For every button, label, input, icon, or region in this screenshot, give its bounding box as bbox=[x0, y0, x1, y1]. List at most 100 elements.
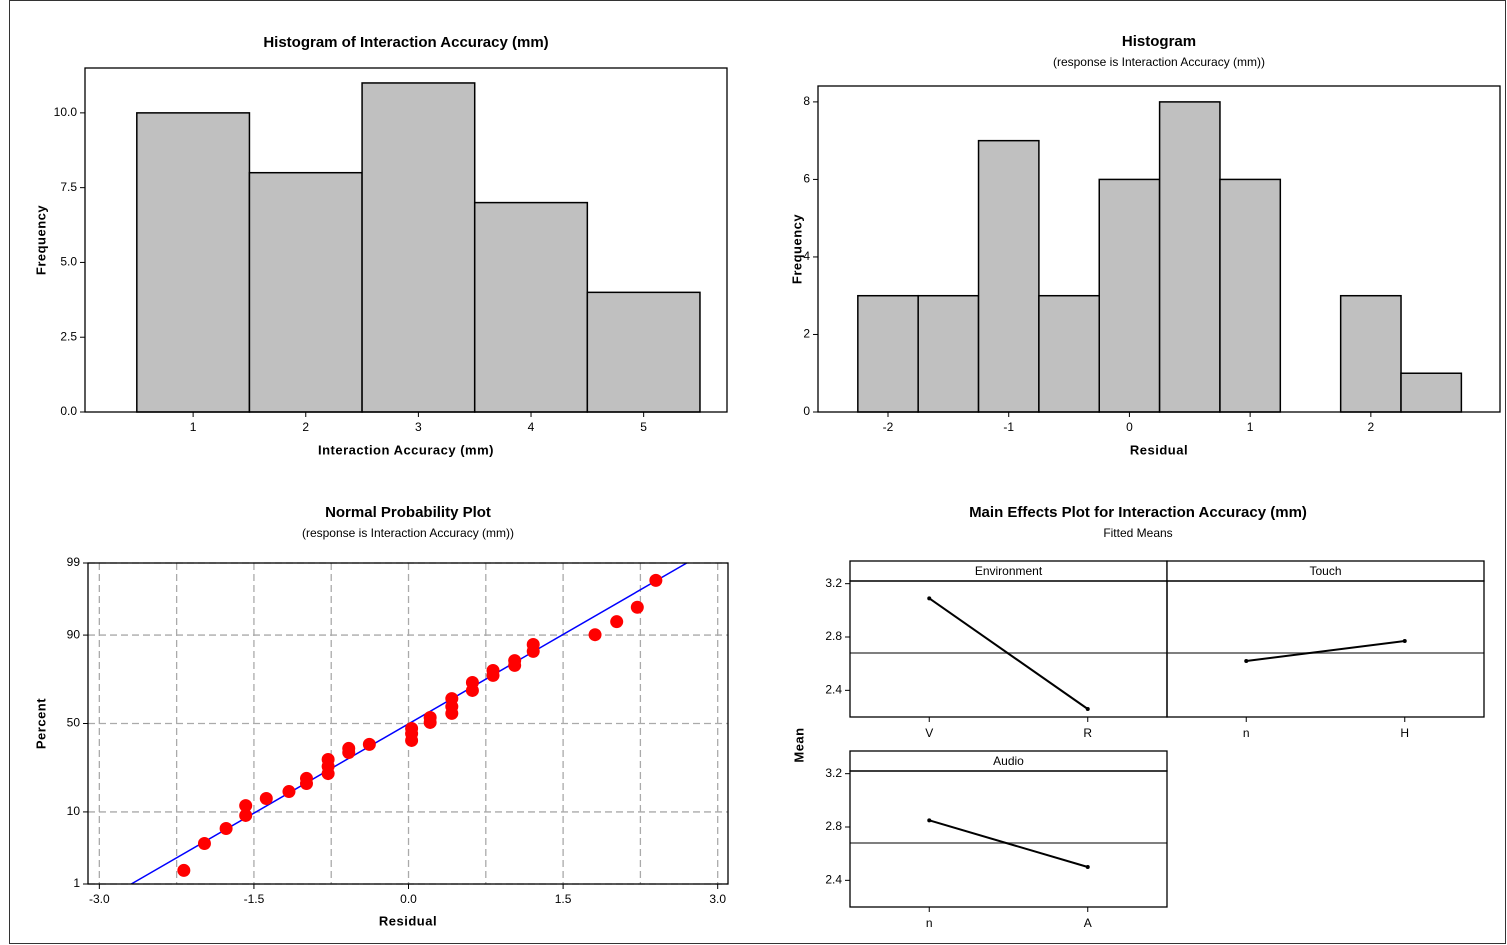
point bbox=[299, 771, 313, 785]
chart-subtitle: (response is Interaction Accuracy (mm)) bbox=[1053, 55, 1265, 69]
y-tick-label: 2 bbox=[803, 327, 810, 341]
point bbox=[508, 654, 522, 668]
point bbox=[219, 822, 233, 836]
effect-point bbox=[927, 818, 932, 823]
x-tick-label: n bbox=[1243, 726, 1250, 740]
plot-frame bbox=[817, 85, 1501, 413]
x-tick-label: 3 bbox=[415, 420, 422, 434]
panel-frame bbox=[849, 770, 1168, 908]
point bbox=[486, 663, 500, 677]
point bbox=[259, 792, 273, 806]
y-tick-label: 6 bbox=[803, 172, 810, 186]
effect-line bbox=[928, 597, 1089, 710]
x-tick-label: -1.5 bbox=[244, 892, 265, 906]
point bbox=[588, 628, 602, 642]
point bbox=[362, 737, 376, 751]
point bbox=[630, 600, 644, 614]
y-tick-label: 1 bbox=[73, 876, 80, 890]
x-axis-label: Residual bbox=[379, 913, 437, 928]
effect-point bbox=[1402, 639, 1407, 643]
y-tick-label: 3.2 bbox=[825, 576, 842, 590]
frame bbox=[9, 0, 1506, 944]
bar bbox=[473, 201, 589, 413]
plot-frame bbox=[84, 67, 728, 413]
panel-title: Touch bbox=[1309, 564, 1341, 578]
point bbox=[465, 675, 479, 689]
x-axis-label: Interaction Accuracy (mm) bbox=[318, 442, 494, 457]
point bbox=[445, 692, 459, 706]
y-tick-label: 0.0 bbox=[60, 404, 77, 418]
bar bbox=[1038, 294, 1100, 413]
plot-frame bbox=[87, 562, 729, 885]
effect-point bbox=[1085, 865, 1090, 869]
effect-point bbox=[1244, 659, 1249, 663]
point bbox=[321, 752, 335, 766]
point bbox=[239, 808, 253, 822]
point bbox=[649, 573, 663, 587]
point bbox=[342, 741, 356, 755]
y-axis-label: Percent bbox=[33, 698, 48, 749]
y-tick-label: 7.5 bbox=[60, 180, 77, 194]
chart-title: Main Effects Plot for Interaction Accura… bbox=[969, 504, 1307, 521]
point bbox=[177, 863, 191, 877]
y-axis-label: Frequency bbox=[789, 214, 804, 285]
y-tick-label: 4 bbox=[803, 249, 810, 263]
bar bbox=[857, 294, 919, 413]
x-tick-label: 2 bbox=[302, 420, 309, 434]
y-tick-label: 8 bbox=[803, 94, 810, 108]
bar bbox=[1158, 101, 1221, 413]
x-tick-label: H bbox=[1400, 726, 1409, 740]
y-tick-label: 10.0 bbox=[54, 105, 78, 119]
y-tick-label: 2.4 bbox=[825, 873, 842, 887]
x-tick-label: 3.0 bbox=[709, 892, 726, 906]
chart-title: Histogram of Interaction Accuracy (mm) bbox=[263, 34, 548, 51]
bar bbox=[361, 82, 476, 413]
y-tick-label: 99 bbox=[67, 555, 81, 569]
bar bbox=[917, 294, 980, 413]
point bbox=[423, 710, 437, 724]
x-tick-label: -3.0 bbox=[89, 892, 110, 906]
effect-line bbox=[1246, 640, 1405, 662]
point bbox=[526, 637, 540, 651]
x-tick-label: 4 bbox=[528, 420, 535, 434]
chart-title: Normal Probability Plot bbox=[325, 504, 491, 521]
x-axis-label: Residual bbox=[1130, 442, 1188, 457]
x-tick-label: -1 bbox=[1003, 420, 1014, 434]
point bbox=[282, 785, 296, 799]
y-tick-label: 5.0 bbox=[60, 255, 77, 269]
bar bbox=[1339, 294, 1402, 413]
y-tick-label: 50 bbox=[67, 716, 81, 730]
bar bbox=[1098, 178, 1161, 413]
bar bbox=[1400, 372, 1463, 413]
panel-title: Environment bbox=[975, 564, 1043, 578]
y-tick-label: 10 bbox=[67, 804, 81, 818]
x-tick-label: 5 bbox=[640, 420, 647, 434]
x-tick-label: 1.5 bbox=[555, 892, 572, 906]
y-axis-label: Frequency bbox=[33, 205, 48, 276]
y-tick-label: 2.5 bbox=[60, 329, 77, 343]
y-tick-label: 90 bbox=[67, 627, 81, 641]
y-tick-label: 2.8 bbox=[825, 819, 842, 833]
chart-subtitle: (response is Interaction Accuracy (mm)) bbox=[302, 526, 514, 540]
effect-point bbox=[1085, 707, 1090, 711]
x-tick-label: -2 bbox=[883, 420, 894, 434]
chart-title: Histogram bbox=[1122, 33, 1196, 50]
x-tick-label: 1 bbox=[1247, 420, 1254, 434]
x-tick-label: n bbox=[926, 916, 933, 930]
y-tick-label: 2.4 bbox=[825, 683, 842, 697]
x-tick-label: 2 bbox=[1367, 420, 1374, 434]
bar bbox=[586, 291, 701, 413]
bar bbox=[248, 171, 363, 413]
x-tick-label: R bbox=[1083, 726, 1092, 740]
y-tick-label: 3.2 bbox=[825, 766, 842, 780]
point bbox=[197, 836, 211, 850]
point bbox=[405, 722, 419, 736]
x-tick-label: 0.0 bbox=[400, 892, 417, 906]
panel-frame bbox=[1166, 580, 1485, 718]
bar bbox=[977, 139, 1040, 413]
chart-subtitle: Fitted Means bbox=[1103, 526, 1172, 540]
y-tick-label: 2.8 bbox=[825, 629, 842, 643]
